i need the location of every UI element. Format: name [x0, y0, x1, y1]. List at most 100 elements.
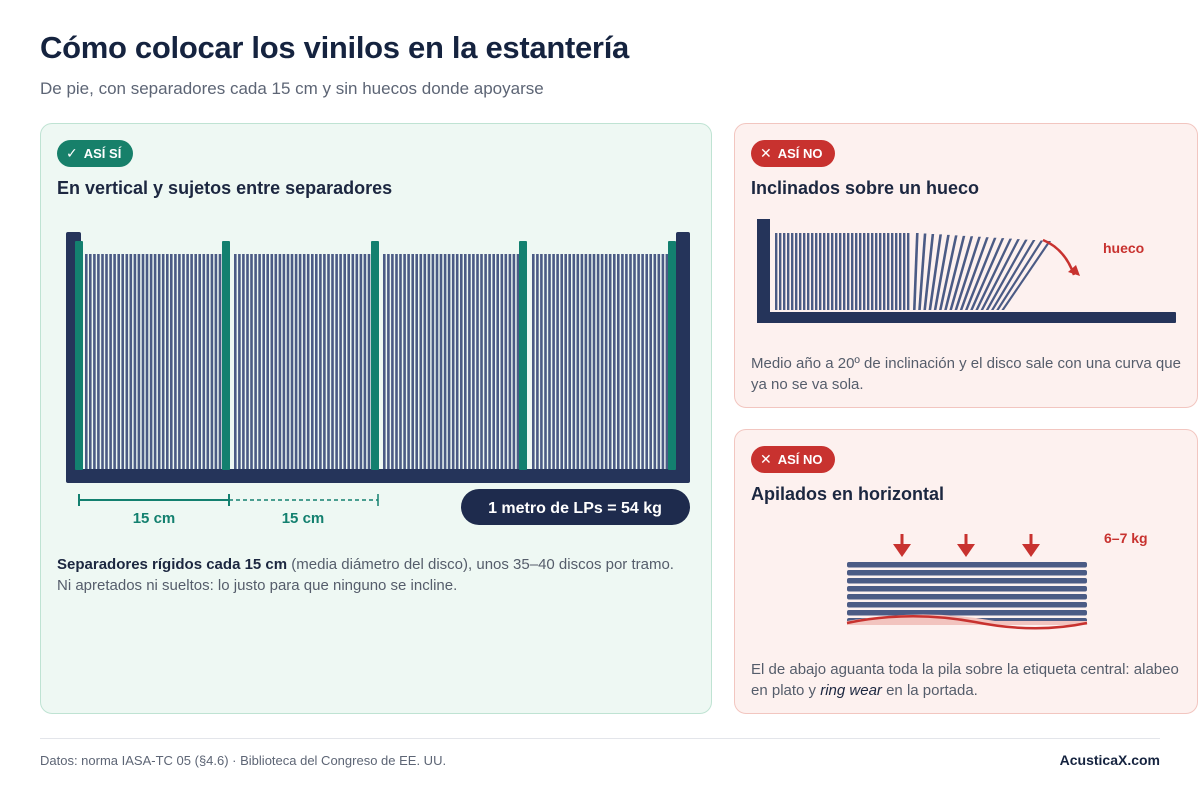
record	[246, 254, 249, 470]
record	[311, 254, 314, 470]
dimension-label-1: 15 cm	[133, 510, 176, 527]
record	[468, 254, 471, 470]
weight-label: 6–7 kg	[1104, 530, 1148, 546]
record	[447, 254, 451, 470]
record	[258, 254, 261, 470]
record	[403, 254, 406, 470]
record	[282, 254, 286, 470]
record	[214, 254, 218, 470]
record	[540, 254, 543, 470]
record	[141, 254, 145, 470]
badge-correct-label: ASÍ SÍ	[83, 146, 122, 161]
x-icon: ✕	[760, 451, 772, 467]
record	[93, 254, 96, 470]
record	[286, 254, 290, 470]
record	[89, 254, 92, 470]
record	[319, 254, 322, 470]
leaning-records-group	[775, 233, 1051, 310]
record	[97, 254, 100, 470]
record	[596, 254, 600, 470]
record	[867, 233, 870, 310]
record	[331, 254, 334, 470]
record	[787, 233, 790, 310]
divider	[75, 241, 83, 470]
leaning-record	[933, 234, 950, 310]
record	[262, 254, 265, 470]
card-correct-description: Separadores rígidos cada 15 cm (media di…	[57, 554, 677, 596]
dimension-label-2: 15 cm	[282, 510, 325, 527]
record	[803, 233, 806, 310]
record	[182, 254, 185, 470]
record	[387, 254, 390, 470]
record	[174, 254, 177, 470]
record	[419, 254, 423, 470]
record	[117, 254, 120, 470]
card-correct-description-rest: (media diámetro del disco), unos 35–40 d…	[57, 556, 674, 594]
stacked-record	[847, 602, 1087, 608]
record	[170, 254, 173, 470]
record	[133, 254, 137, 470]
record	[560, 254, 563, 470]
record	[137, 254, 141, 470]
record	[210, 254, 214, 470]
x-icon: ✕	[760, 145, 772, 161]
shelf-base	[66, 469, 690, 483]
divider	[371, 241, 379, 470]
record	[887, 233, 890, 310]
badge-wrong-2-label: ASÍ NO	[777, 452, 823, 467]
check-icon: ✓	[66, 145, 78, 161]
record	[439, 254, 443, 470]
leaning-record	[980, 239, 1020, 310]
weight-pill	[461, 489, 690, 525]
record	[113, 254, 116, 470]
page-subtitle: De pie, con separadores cada 15 cm y sin…	[40, 79, 544, 98]
record	[327, 254, 330, 470]
record	[899, 233, 902, 310]
record	[488, 254, 491, 470]
stacked-diagram: 6–7 kg	[846, 530, 1148, 630]
record	[335, 254, 338, 470]
record	[568, 254, 571, 470]
record	[294, 254, 298, 470]
record	[600, 254, 604, 470]
leaning-record	[918, 233, 927, 310]
leaning-diagram: hueco	[757, 219, 1176, 323]
record	[661, 254, 665, 470]
record	[783, 233, 786, 310]
record	[827, 233, 830, 310]
record	[407, 254, 410, 470]
gap-arrow-head	[1068, 265, 1080, 276]
leaning-shelf-base	[757, 312, 1176, 323]
record	[629, 254, 632, 470]
record	[875, 233, 878, 310]
record	[423, 254, 427, 470]
down-arrow-icon	[957, 534, 975, 557]
record	[775, 233, 778, 310]
record	[161, 254, 165, 470]
record	[621, 254, 624, 470]
record	[831, 233, 834, 310]
record	[843, 233, 846, 310]
record	[202, 254, 206, 470]
record	[254, 254, 257, 470]
record	[121, 254, 124, 470]
record	[883, 233, 886, 310]
record	[242, 254, 245, 470]
divider	[222, 241, 230, 470]
record	[85, 254, 88, 470]
stacked-record	[847, 562, 1087, 568]
record	[383, 254, 386, 470]
leaning-record	[996, 240, 1044, 310]
record	[443, 254, 447, 470]
record	[799, 233, 802, 310]
record	[588, 254, 592, 470]
record	[835, 233, 838, 310]
record	[807, 233, 810, 310]
record	[903, 233, 906, 310]
record	[608, 254, 612, 470]
leaning-record	[991, 240, 1036, 310]
record	[548, 254, 551, 470]
record	[504, 254, 508, 470]
stacked-record	[847, 594, 1087, 600]
record	[125, 254, 129, 470]
